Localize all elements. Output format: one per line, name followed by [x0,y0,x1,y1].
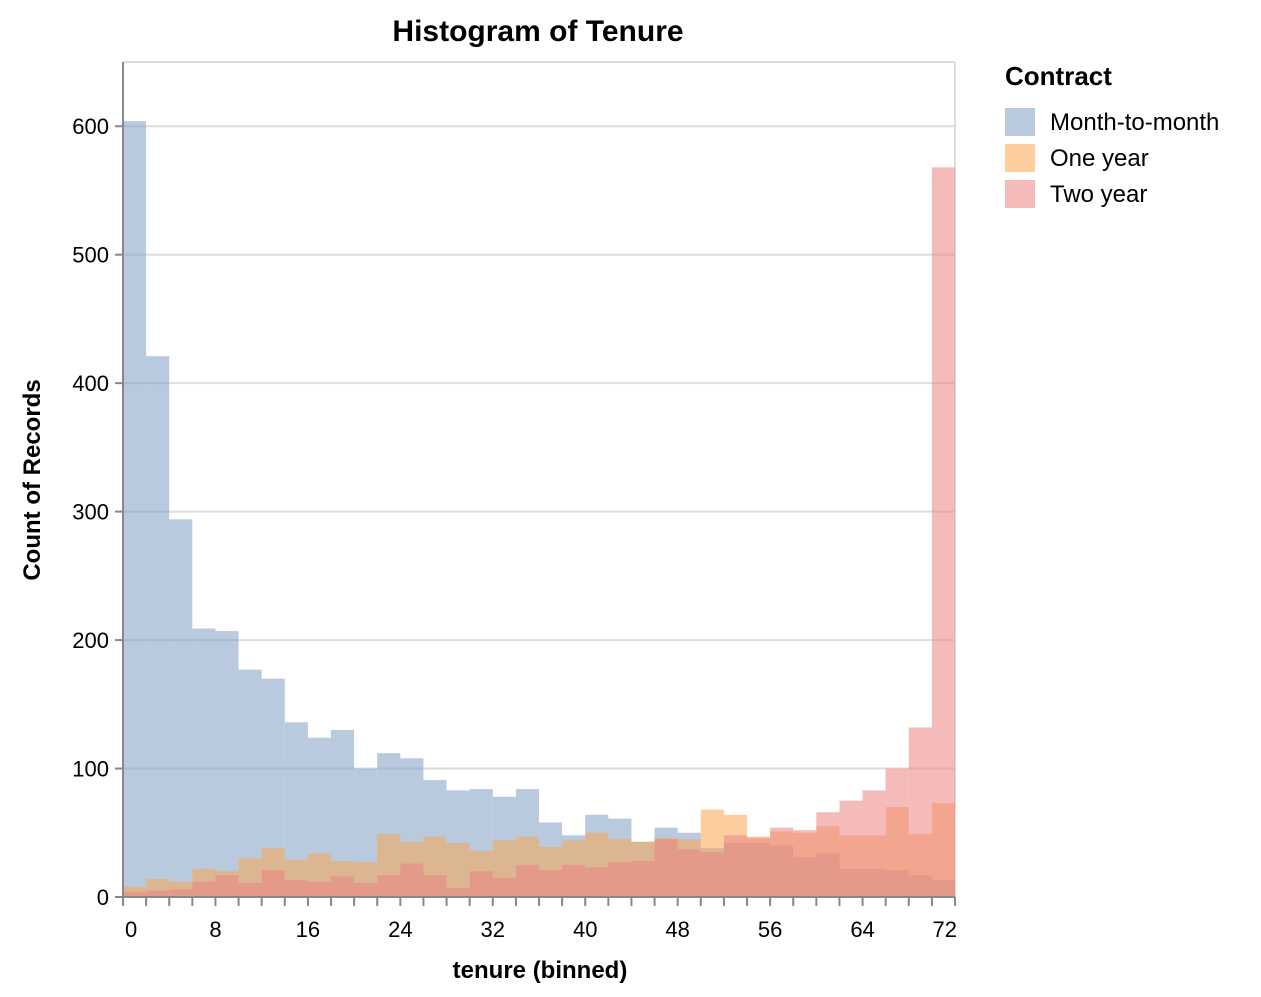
x-tick-label-40: 40 [573,917,597,942]
legend: Contract Month-to-month One year Two year [1005,61,1219,208]
bar-two-year-30 [469,871,493,897]
bar-month-to-month-12 [261,678,285,897]
y-tick-label-0: 0 [97,885,109,910]
bar-two-year-46 [654,839,678,897]
x-tick-label-0: 0 [125,917,137,942]
bar-two-year-6 [192,881,216,897]
bar-month-to-month-18 [331,730,355,897]
bar-two-year-16 [307,881,331,897]
x-tick-label-32: 32 [481,917,505,942]
y-axis-title: Count of Records [19,379,46,580]
x-tick-label-16: 16 [296,917,320,942]
bar-two-year-12 [261,870,285,897]
y-tick-label-600: 600 [72,114,109,139]
bar-two-year-44 [631,861,655,897]
x-tick-label-48: 48 [665,917,689,942]
y-tick-label-300: 300 [72,500,109,525]
bar-two-year-54 [747,837,771,897]
bar-two-year-52 [723,835,747,897]
bar-two-year-4 [169,889,193,897]
bar-month-to-month-2 [146,356,170,898]
x-tick-label-72: 72 [933,917,957,942]
bar-two-year-10 [238,882,262,897]
bar-two-year-20 [354,882,378,897]
legend-label-month-to-month: Month-to-month [1050,109,1219,136]
y-tick-label-400: 400 [72,371,109,396]
bar-two-year-0 [123,891,147,897]
bar-two-year-50 [700,852,724,897]
bar-two-year-2 [146,890,170,897]
bar-two-year-28 [446,888,470,897]
bar-two-year-40 [585,867,609,897]
x-axis-title: tenure (binned) [453,957,628,984]
bar-month-to-month-0 [123,121,147,898]
bar-two-year-58 [793,830,817,897]
bar-month-to-month-10 [238,669,262,897]
y-tick-label-200: 200 [72,628,109,653]
legend-swatch-one-year [1005,144,1035,172]
bar-two-year-60 [816,812,840,897]
bars [123,121,955,898]
bar-two-year-34 [515,864,539,897]
y-tick-label-100: 100 [72,757,109,782]
bar-month-to-month-4 [169,519,193,897]
bar-two-year-38 [562,864,586,897]
bar-two-year-26 [423,875,447,897]
bar-two-year-70 [931,167,955,898]
bar-two-year-42 [608,862,632,897]
bar-two-year-36 [539,870,563,897]
bar-two-year-64 [862,790,886,897]
chart-title: Histogram of Tenure [392,15,683,48]
x-tick-label-64: 64 [850,917,874,942]
legend-label-one-year: One year [1050,145,1149,172]
bar-two-year-8 [215,875,239,897]
axes: 0 100 200 300 400 500 600 0 8 16 24 32 40 48 56 64 72 [72,62,957,942]
bar-two-year-66 [885,768,909,897]
bar-month-to-month-14 [284,722,308,897]
legend-swatch-two-year [1005,180,1035,208]
bar-two-year-56 [770,827,794,897]
bar-two-year-22 [377,875,401,897]
bar-one-year-28 [446,843,470,897]
bar-two-year-68 [908,727,932,897]
bar-month-to-month-8 [215,631,239,897]
bar-two-year-24 [400,863,424,897]
x-tick-label-56: 56 [758,917,782,942]
bar-month-to-month-6 [192,628,216,897]
bar-two-year-14 [284,880,308,897]
bar-two-year-48 [677,849,701,897]
legend-label-two-year: Two year [1050,181,1147,208]
x-tick-label-24: 24 [388,917,412,942]
bar-two-year-32 [492,877,516,897]
bar-two-year-18 [331,876,355,897]
bar-two-year-62 [839,800,863,897]
legend-title: Contract [1005,61,1112,91]
y-tick-label-500: 500 [72,243,109,268]
legend-swatch-month-to-month [1005,108,1035,136]
x-tick-label-8: 8 [209,917,221,942]
